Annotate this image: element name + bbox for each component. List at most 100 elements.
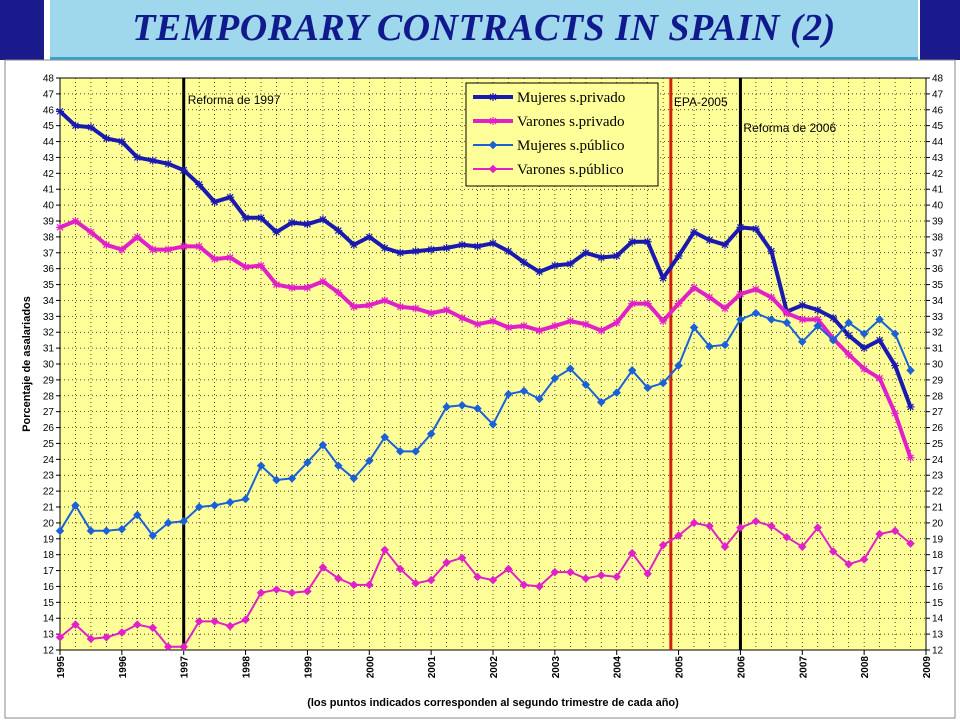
data-point: [488, 420, 498, 429]
data-point: [519, 321, 528, 330]
data-point: [287, 474, 297, 483]
data-point: [535, 582, 544, 591]
data-point: [659, 274, 668, 283]
data-point: [535, 267, 544, 276]
data-point: [365, 232, 374, 241]
y-axis-right: 12 13 14 15 16 17 18 19 20 21 22 23 24 25 26 27 28 29 30 31…: [926, 74, 944, 657]
x-tick-label: 1996: [118, 656, 129, 679]
data-point: [906, 402, 915, 411]
x-tick-label: 2000: [365, 656, 376, 679]
data-point: [597, 253, 606, 262]
y-tick-label-right: 29: [932, 375, 944, 386]
data-point: [489, 317, 497, 326]
y-tick-label: 24: [43, 455, 55, 466]
data-point: [628, 299, 637, 308]
data-point: [411, 304, 420, 313]
data-point: [427, 245, 436, 254]
data-point-stroke: [443, 244, 451, 252]
data-point: [488, 575, 498, 585]
data-point: [148, 245, 157, 254]
data-point: [473, 572, 482, 582]
y-tick-label-right: 30: [932, 360, 944, 371]
data-point: [71, 501, 80, 510]
data-point: [535, 394, 544, 404]
data-point: [195, 242, 204, 251]
data-point: [334, 574, 343, 583]
data-point: [427, 309, 436, 318]
y-tick-label-right: 37: [932, 248, 944, 259]
y-tick-label: 44: [43, 137, 55, 148]
data-point: [565, 567, 575, 577]
data-point-stroke: [520, 322, 528, 330]
data-point: [364, 456, 374, 466]
legend-label: Mujeres s.público: [517, 138, 624, 154]
data-point-stroke: [876, 374, 884, 382]
y-tick-label: 38: [43, 232, 55, 243]
data-point: [612, 318, 621, 327]
data-point-stroke: [752, 285, 760, 293]
data-point-stroke: [273, 228, 280, 236]
y-tick-label: 37: [43, 248, 55, 259]
data-point: [736, 223, 745, 232]
x-tick-label: 2008: [860, 656, 871, 679]
data-point: [194, 617, 204, 626]
data-point-stroke: [891, 409, 899, 417]
data-point: [550, 321, 559, 330]
y-tick-label-right: 47: [932, 89, 944, 100]
data-point-stroke: [72, 122, 79, 130]
data-point: [720, 304, 729, 313]
data-point: [256, 588, 266, 598]
data-point: [504, 389, 513, 399]
data-point: [597, 326, 606, 335]
data-point-stroke: [659, 317, 667, 325]
data-point-stroke: [845, 331, 853, 339]
data-point: [303, 283, 312, 292]
x-tick-label: 1995: [56, 656, 67, 679]
y-tick-label: 22: [43, 487, 55, 498]
data-point-stroke: [458, 241, 466, 249]
data-point: [519, 386, 529, 396]
data-point-stroke: [334, 289, 342, 296]
y-tick-label: 46: [43, 105, 55, 116]
data-point-stroke: [72, 217, 79, 225]
data-point: [86, 228, 95, 237]
data-point-stroke: [891, 362, 899, 370]
data-point: [566, 317, 575, 326]
y-tick-label: 23: [43, 471, 55, 482]
data-point: [504, 323, 513, 332]
y-tick-label: 43: [43, 153, 55, 164]
data-point: [287, 283, 296, 292]
data-point: [442, 558, 451, 567]
data-point-stroke: [628, 300, 636, 308]
data-point-stroke: [520, 258, 528, 266]
data-point-stroke: [412, 247, 420, 255]
data-point-stroke: [102, 134, 110, 142]
data-point: [596, 570, 606, 580]
data-point: [272, 475, 281, 485]
y-tick-label-right: 34: [932, 296, 944, 307]
data-point-stroke: [597, 327, 605, 335]
data-point-stroke: [304, 284, 311, 292]
data-point: [767, 293, 776, 302]
data-point: [241, 615, 250, 625]
data-point: [287, 218, 296, 227]
y-tick-label-right: 27: [932, 407, 944, 418]
y-tick-label: 19: [43, 534, 55, 545]
data-point: [643, 299, 652, 308]
y-tick-label-right: 44: [932, 137, 944, 148]
x-tick-label: 2004: [613, 656, 624, 679]
data-point: [906, 366, 915, 375]
data-point: [581, 380, 591, 390]
data-point-stroke: [164, 160, 172, 168]
data-point-stroke: [860, 344, 868, 352]
data-point: [210, 501, 219, 510]
data-point: [690, 228, 699, 237]
data-point-stroke: [752, 225, 760, 233]
data-point-stroke: [907, 403, 914, 411]
data-point-stroke: [505, 247, 512, 255]
data-point-stroke: [489, 117, 497, 125]
data-point: [720, 542, 730, 552]
y-tick-label: 45: [43, 121, 55, 132]
data-point: [751, 285, 760, 294]
data-point: [767, 315, 776, 324]
